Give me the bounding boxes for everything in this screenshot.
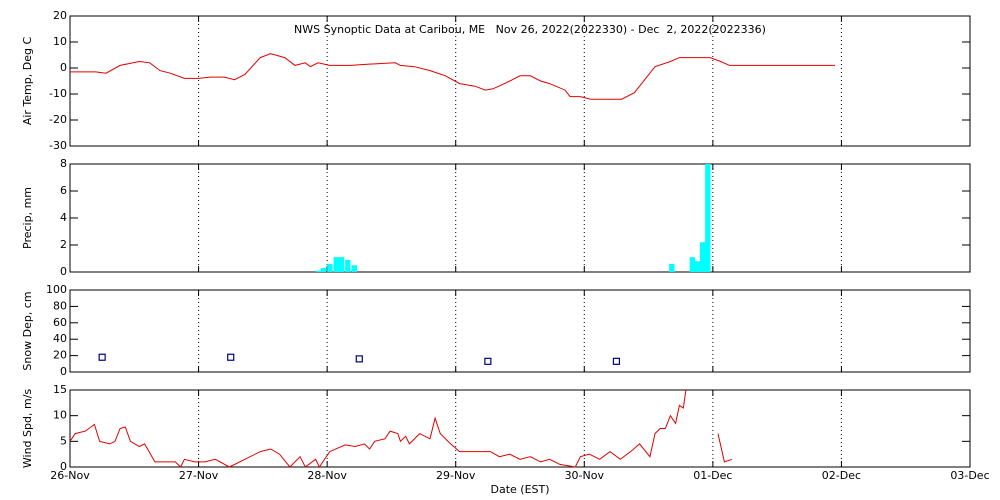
x-tick-label: 03-Dec	[950, 469, 989, 482]
y-tick-label: 4	[60, 211, 67, 224]
x-tick-label: 27-Nov	[179, 469, 219, 482]
y-axis-label: Wind Spd, m/s	[21, 389, 34, 469]
y-tick-label: -10	[49, 87, 67, 100]
bar	[345, 259, 351, 272]
bar	[338, 257, 345, 272]
y-tick-label: 2	[60, 238, 67, 251]
y-tick-label: 40	[53, 332, 67, 345]
plot-frame	[69, 289, 971, 373]
bar	[315, 270, 321, 272]
bar	[689, 257, 696, 272]
bar	[327, 263, 333, 272]
point	[612, 357, 621, 365]
point	[227, 353, 235, 361]
point	[98, 353, 106, 361]
point	[484, 357, 492, 365]
y-tick-label: 0	[60, 61, 67, 74]
y-tick-label: 0	[60, 365, 67, 378]
data-line	[69, 389, 733, 468]
point	[355, 355, 363, 363]
chart-title: NWS Synoptic Data at Caribou, ME Nov 26,…	[294, 23, 766, 36]
y-tick-label: 60	[53, 316, 67, 329]
bar	[700, 242, 706, 272]
y-tick-label: 10	[53, 35, 67, 48]
y-tick-label: -20	[49, 113, 67, 126]
y-tick-label: 0	[60, 460, 67, 473]
x-tick-label: 01-Dec	[693, 469, 732, 482]
bar	[320, 267, 327, 272]
bar	[694, 261, 701, 272]
y-tick-label: 80	[53, 299, 67, 312]
y-tick-label: -30	[49, 139, 67, 152]
y-tick-label: 15	[53, 383, 67, 396]
y-tick-label: 20	[53, 9, 67, 22]
y-axis-label: Precip, mm	[21, 187, 34, 249]
y-axis-label: Snow Dep, cm	[21, 291, 34, 370]
y-tick-label: 6	[60, 184, 67, 197]
x-tick-label: 02-Dec	[822, 469, 861, 482]
y-tick-label: 5	[60, 434, 67, 447]
data-line	[70, 53, 835, 100]
plot-frame	[69, 389, 971, 468]
bar	[351, 265, 357, 272]
plot-frame	[69, 15, 971, 147]
x-tick-label: 28-Nov	[307, 469, 347, 482]
x-axis-label: Date (EST)	[490, 483, 549, 496]
y-tick-label: 20	[53, 349, 67, 362]
x-tick-label: 30-Nov	[565, 469, 605, 482]
y-tick-label: 0	[60, 265, 67, 278]
x-tick-label: 29-Nov	[436, 469, 476, 482]
y-tick-label: 8	[60, 157, 67, 170]
x-tick-label: 26-Nov	[50, 469, 90, 482]
y-axis-label: Air Temp, Deg C	[21, 37, 34, 126]
bar	[333, 257, 339, 272]
y-tick-label: 10	[53, 409, 67, 422]
bar	[705, 164, 711, 272]
y-tick-label: 100	[46, 283, 67, 296]
plot-frame	[69, 163, 971, 273]
bar	[669, 263, 675, 272]
